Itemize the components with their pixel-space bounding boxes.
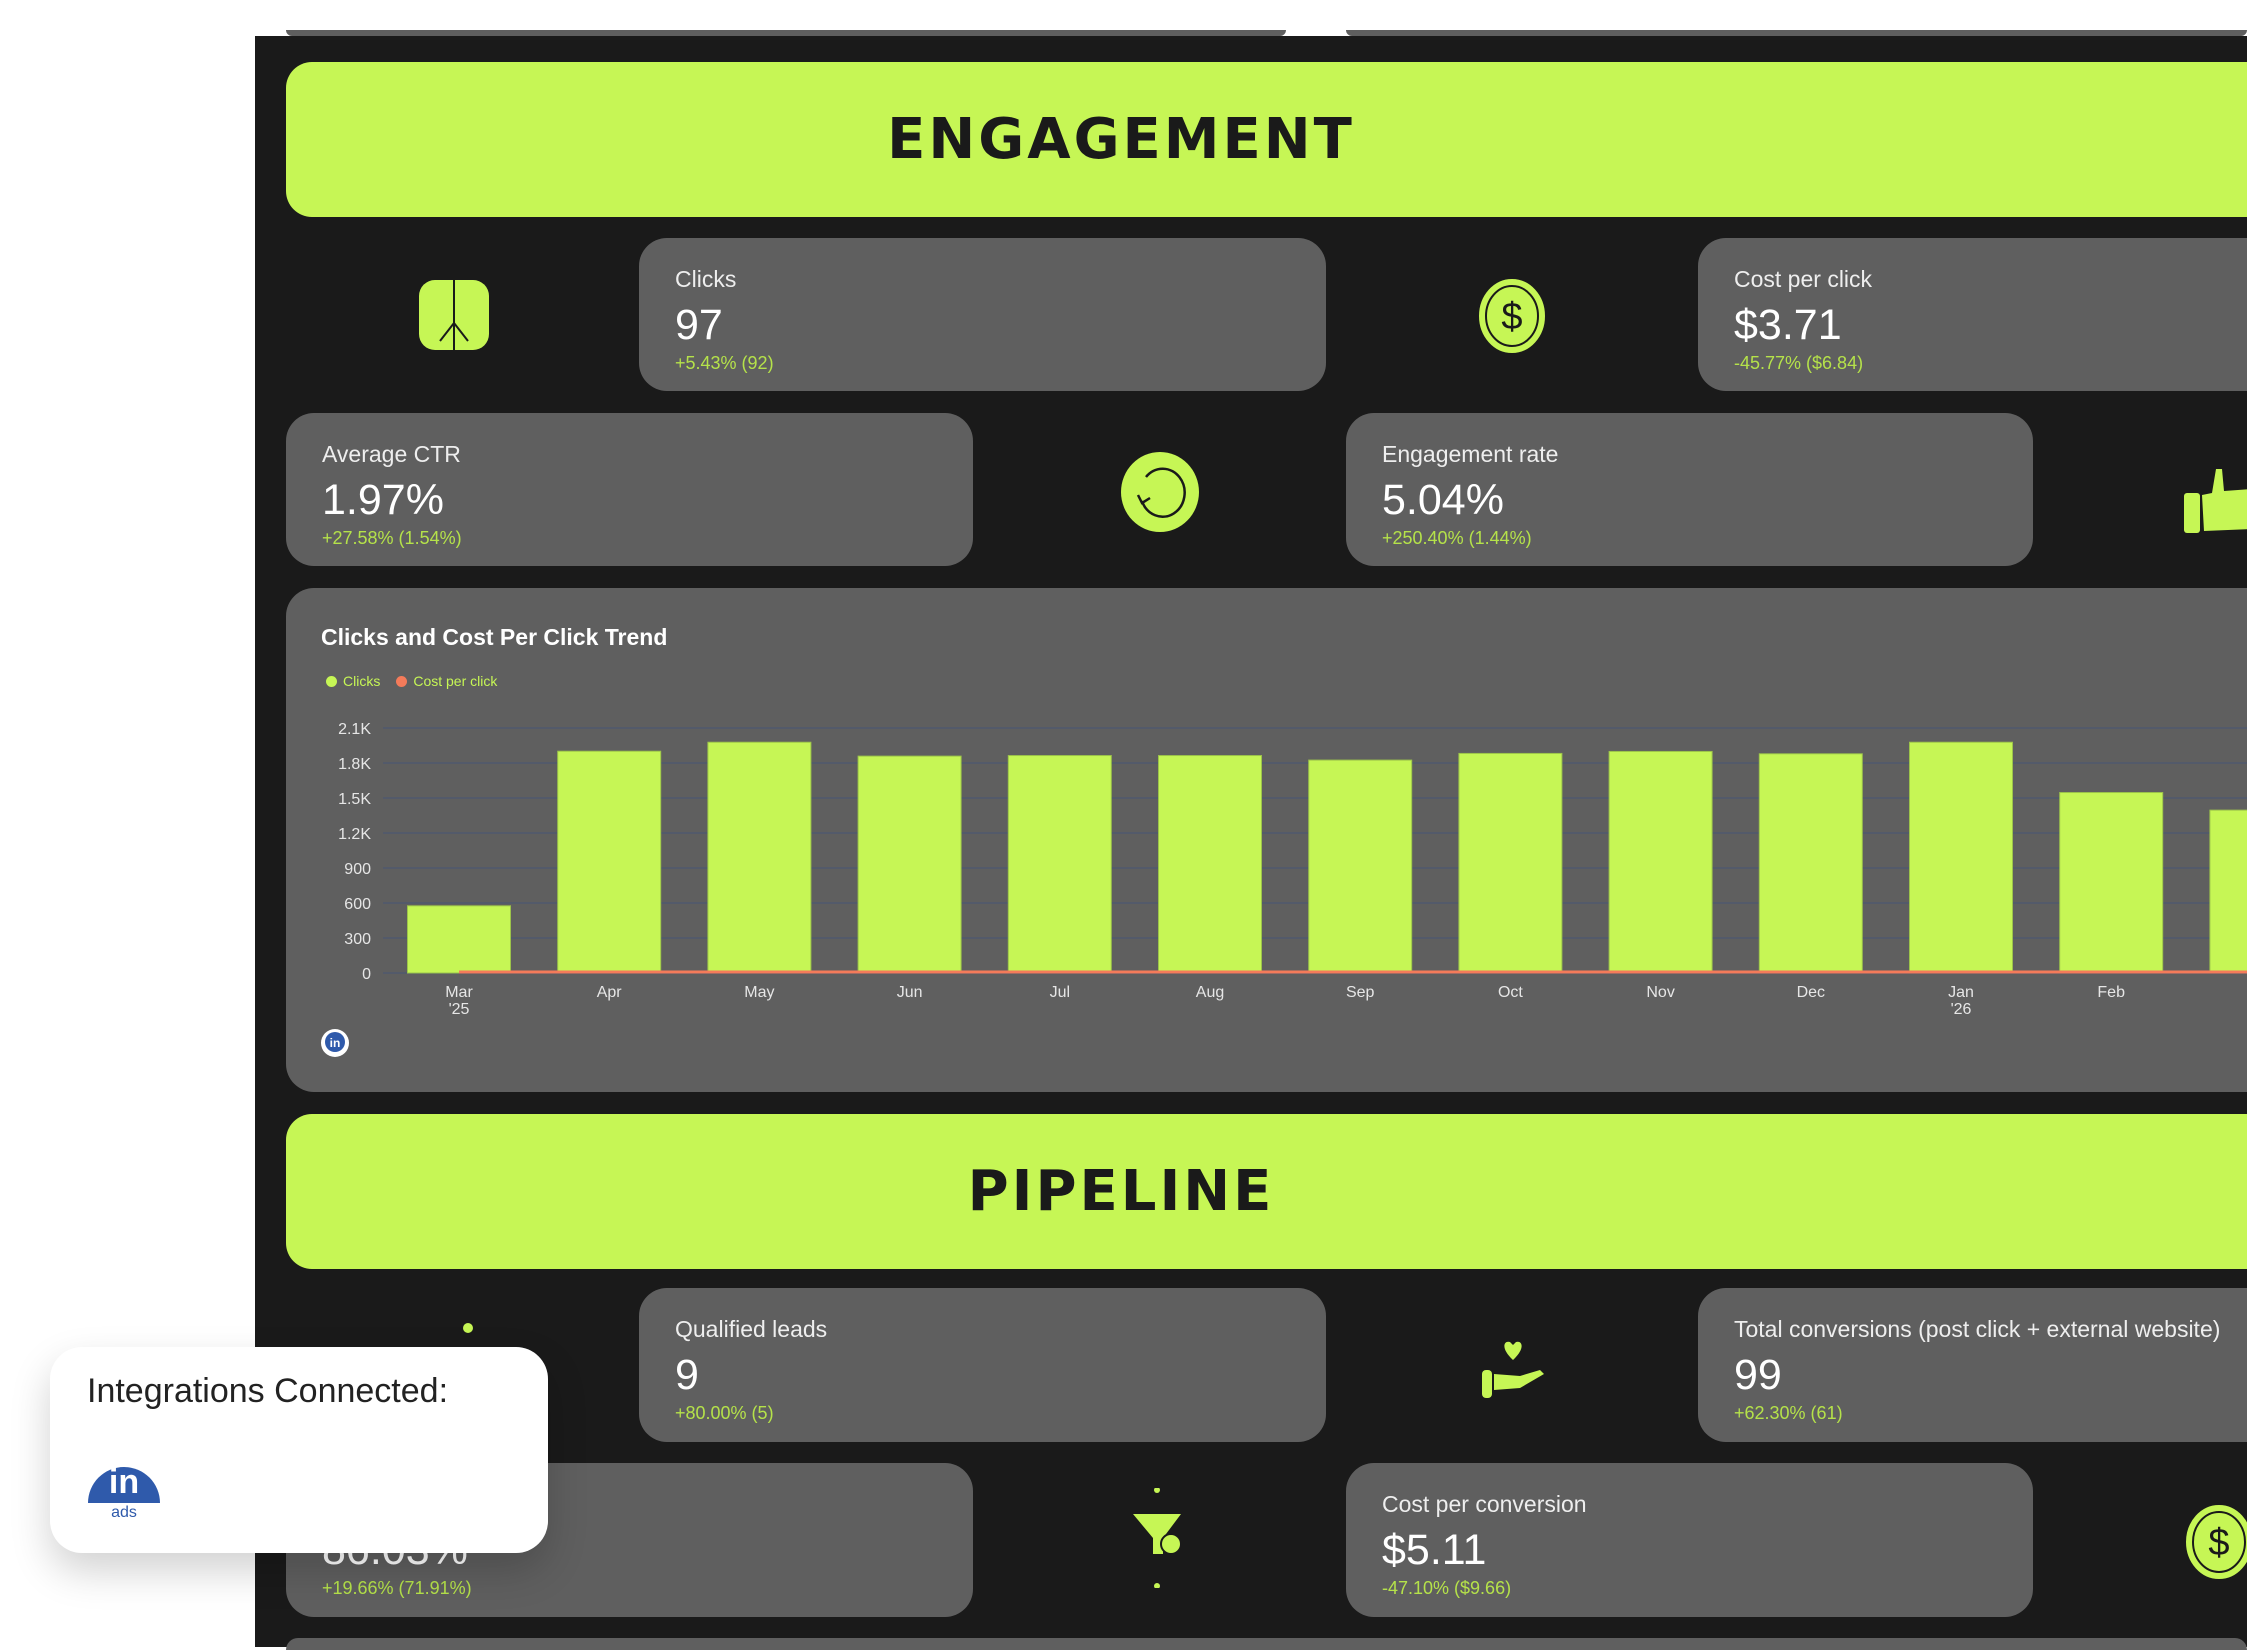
svg-text:in: in — [330, 1036, 341, 1050]
total-conversions-card: Total conversions (post click + external… — [1698, 1288, 2247, 1442]
legend-item-cpc[interactable]: Cost per click — [396, 673, 497, 689]
y-tick-label: 300 — [344, 931, 371, 948]
svg-text:$: $ — [2208, 1522, 2229, 1564]
metric-value: 5.04% — [1382, 476, 1504, 524]
engagement-rate-card: Engagement rate 5.04% +250.40% (1.44%) — [1346, 413, 2033, 566]
bar-clicks — [2059, 792, 2164, 974]
bar-clicks — [557, 750, 662, 974]
y-tick-label: 1.5K — [338, 791, 371, 808]
x-tick-label: Jan — [1948, 984, 1974, 1001]
x-tick-label: Dec — [1797, 984, 1825, 1001]
clicks-cpc-chart-card: Clicks and Cost Per Click Trend Clicks C… — [286, 588, 2247, 1092]
bar-clicks — [1909, 741, 2013, 974]
metric-label: Cost per click — [1734, 266, 1873, 292]
x-tick-label: '26 — [1951, 1001, 1972, 1018]
bar-clicks — [1308, 759, 1413, 974]
metric-change: -45.77% ($6.84) — [1734, 353, 1864, 373]
integrations-title: Integrations Connected: — [87, 1372, 449, 1410]
y-tick-label: 1.8K — [338, 756, 371, 773]
legend-dot — [396, 675, 408, 687]
svg-text:ads: ads — [111, 1504, 137, 1521]
x-tick-label: Aug — [1196, 984, 1224, 1001]
y-tick-label: 2.1K — [338, 721, 371, 738]
engagement-banner: ENGAGEMENT — [286, 62, 2247, 217]
x-tick-label: May — [744, 984, 774, 1001]
svg-text:$: $ — [1501, 296, 1522, 338]
refresh-icon — [1121, 452, 1199, 532]
metric-change: +80.00% (5) — [675, 1403, 774, 1423]
x-tick-label: Oct — [1498, 984, 1523, 1001]
hand-heart-icon — [1482, 1341, 1544, 1398]
bar-clicks — [857, 755, 962, 974]
qualified-leads-card: Qualified leads 9 +80.00% (5) — [639, 1288, 1326, 1442]
x-tick-label: Nov — [1646, 984, 1674, 1001]
metric-label: Total conversions (post click + external… — [1734, 1316, 2221, 1342]
metric-change: +250.40% (1.44%) — [1382, 528, 1532, 548]
metric-change: +5.43% (92) — [675, 353, 774, 373]
y-tick-label: 0 — [362, 966, 371, 983]
integrations-popup: Integrations Connected: in ads — [50, 1347, 548, 1553]
metric-value: 1.97% — [322, 476, 444, 524]
metric-label: Cost per conversion — [1382, 1491, 1587, 1517]
previous-card — [286, 30, 1286, 36]
y-tick-label: 900 — [344, 861, 371, 878]
next-card — [286, 1638, 2247, 1650]
x-tick-label: Mar — [445, 984, 473, 1001]
legend-label: Clicks — [343, 673, 381, 689]
chart-title: Clicks and Cost Per Click Trend — [321, 624, 668, 650]
metric-value: $5.11 — [1382, 1526, 1487, 1574]
bar-chart: 0 300 600 900 1.2K 1.5K 1.8K 2.1K Mar'25 Apr May Ju… — [338, 721, 2247, 1018]
bar-clicks — [1608, 750, 1713, 974]
dollar-coin-icon: $ — [2184, 1503, 2247, 1581]
clicks-card: Clicks 97 +5.43% (92) — [639, 238, 1326, 391]
section-title: PIPELINE — [967, 1159, 1275, 1224]
metric-value: 99 — [1734, 1351, 1782, 1399]
bar-clicks — [707, 741, 812, 974]
metric-label: Engagement rate — [1382, 441, 1559, 467]
cost-per-click-card: Cost per click $3.71 -45.77% ($6.84) — [1698, 238, 2247, 391]
x-tick-label: Sep — [1346, 984, 1375, 1001]
bar-clicks — [1158, 755, 1262, 974]
x-tick-label: Jun — [897, 984, 923, 1001]
bar-clicks — [1007, 755, 1112, 974]
metric-change: -47.10% ($9.66) — [1382, 1578, 1512, 1598]
metric-change: +19.66% (71.91%) — [322, 1578, 472, 1598]
chart-legend: Clicks Cost per click — [326, 673, 497, 689]
cost-per-conversion-card: Cost per conversion $5.11 -47.10% ($9.66… — [1346, 1463, 2033, 1617]
section-title: ENGAGEMENT — [887, 107, 1355, 172]
x-tick-label: Apr — [597, 984, 623, 1001]
legend-item-clicks[interactable]: Clicks — [326, 673, 380, 689]
pipeline-banner: PIPELINE — [286, 1114, 2247, 1269]
bar-clicks — [2209, 809, 2247, 974]
dollar-coin-icon: $ — [1477, 277, 1547, 355]
bar-clicks — [407, 905, 511, 974]
previous-card — [1346, 30, 2247, 36]
metric-value: 97 — [675, 301, 723, 349]
linkedin-source-icon: in — [321, 1029, 349, 1057]
y-tick-label: 600 — [344, 896, 371, 913]
bar-clicks — [1458, 752, 1563, 974]
legend-label: Cost per click — [413, 673, 498, 689]
metric-value: 9 — [675, 1351, 699, 1399]
average-ctr-card: Average CTR 1.97% +27.58% (1.54%) — [286, 413, 973, 566]
metric-label: Average CTR — [322, 441, 461, 467]
x-tick-label: Feb — [2097, 984, 2125, 1001]
x-tick-label: '25 — [449, 1001, 470, 1018]
metric-change: +62.30% (61) — [1734, 1403, 1843, 1423]
metric-label: Qualified leads — [675, 1316, 828, 1342]
legend-dot — [326, 675, 337, 687]
x-tick-label: Jul — [1050, 984, 1070, 1001]
funnel-icon — [1133, 1488, 1182, 1588]
cursor-click-icon — [419, 279, 489, 351]
bar-clicks — [1758, 753, 1863, 974]
sparkle-icon — [463, 1323, 473, 1333]
linkedin-ads-logo[interactable]: in ads — [87, 1447, 161, 1521]
y-tick-label: 1.2K — [338, 826, 371, 843]
svg-text:in: in — [109, 1463, 139, 1501]
metric-change: +27.58% (1.54%) — [322, 528, 462, 548]
thumbs-up-icon — [2184, 469, 2247, 533]
metric-value: $3.71 — [1734, 301, 1842, 349]
metric-label: Clicks — [675, 266, 737, 292]
